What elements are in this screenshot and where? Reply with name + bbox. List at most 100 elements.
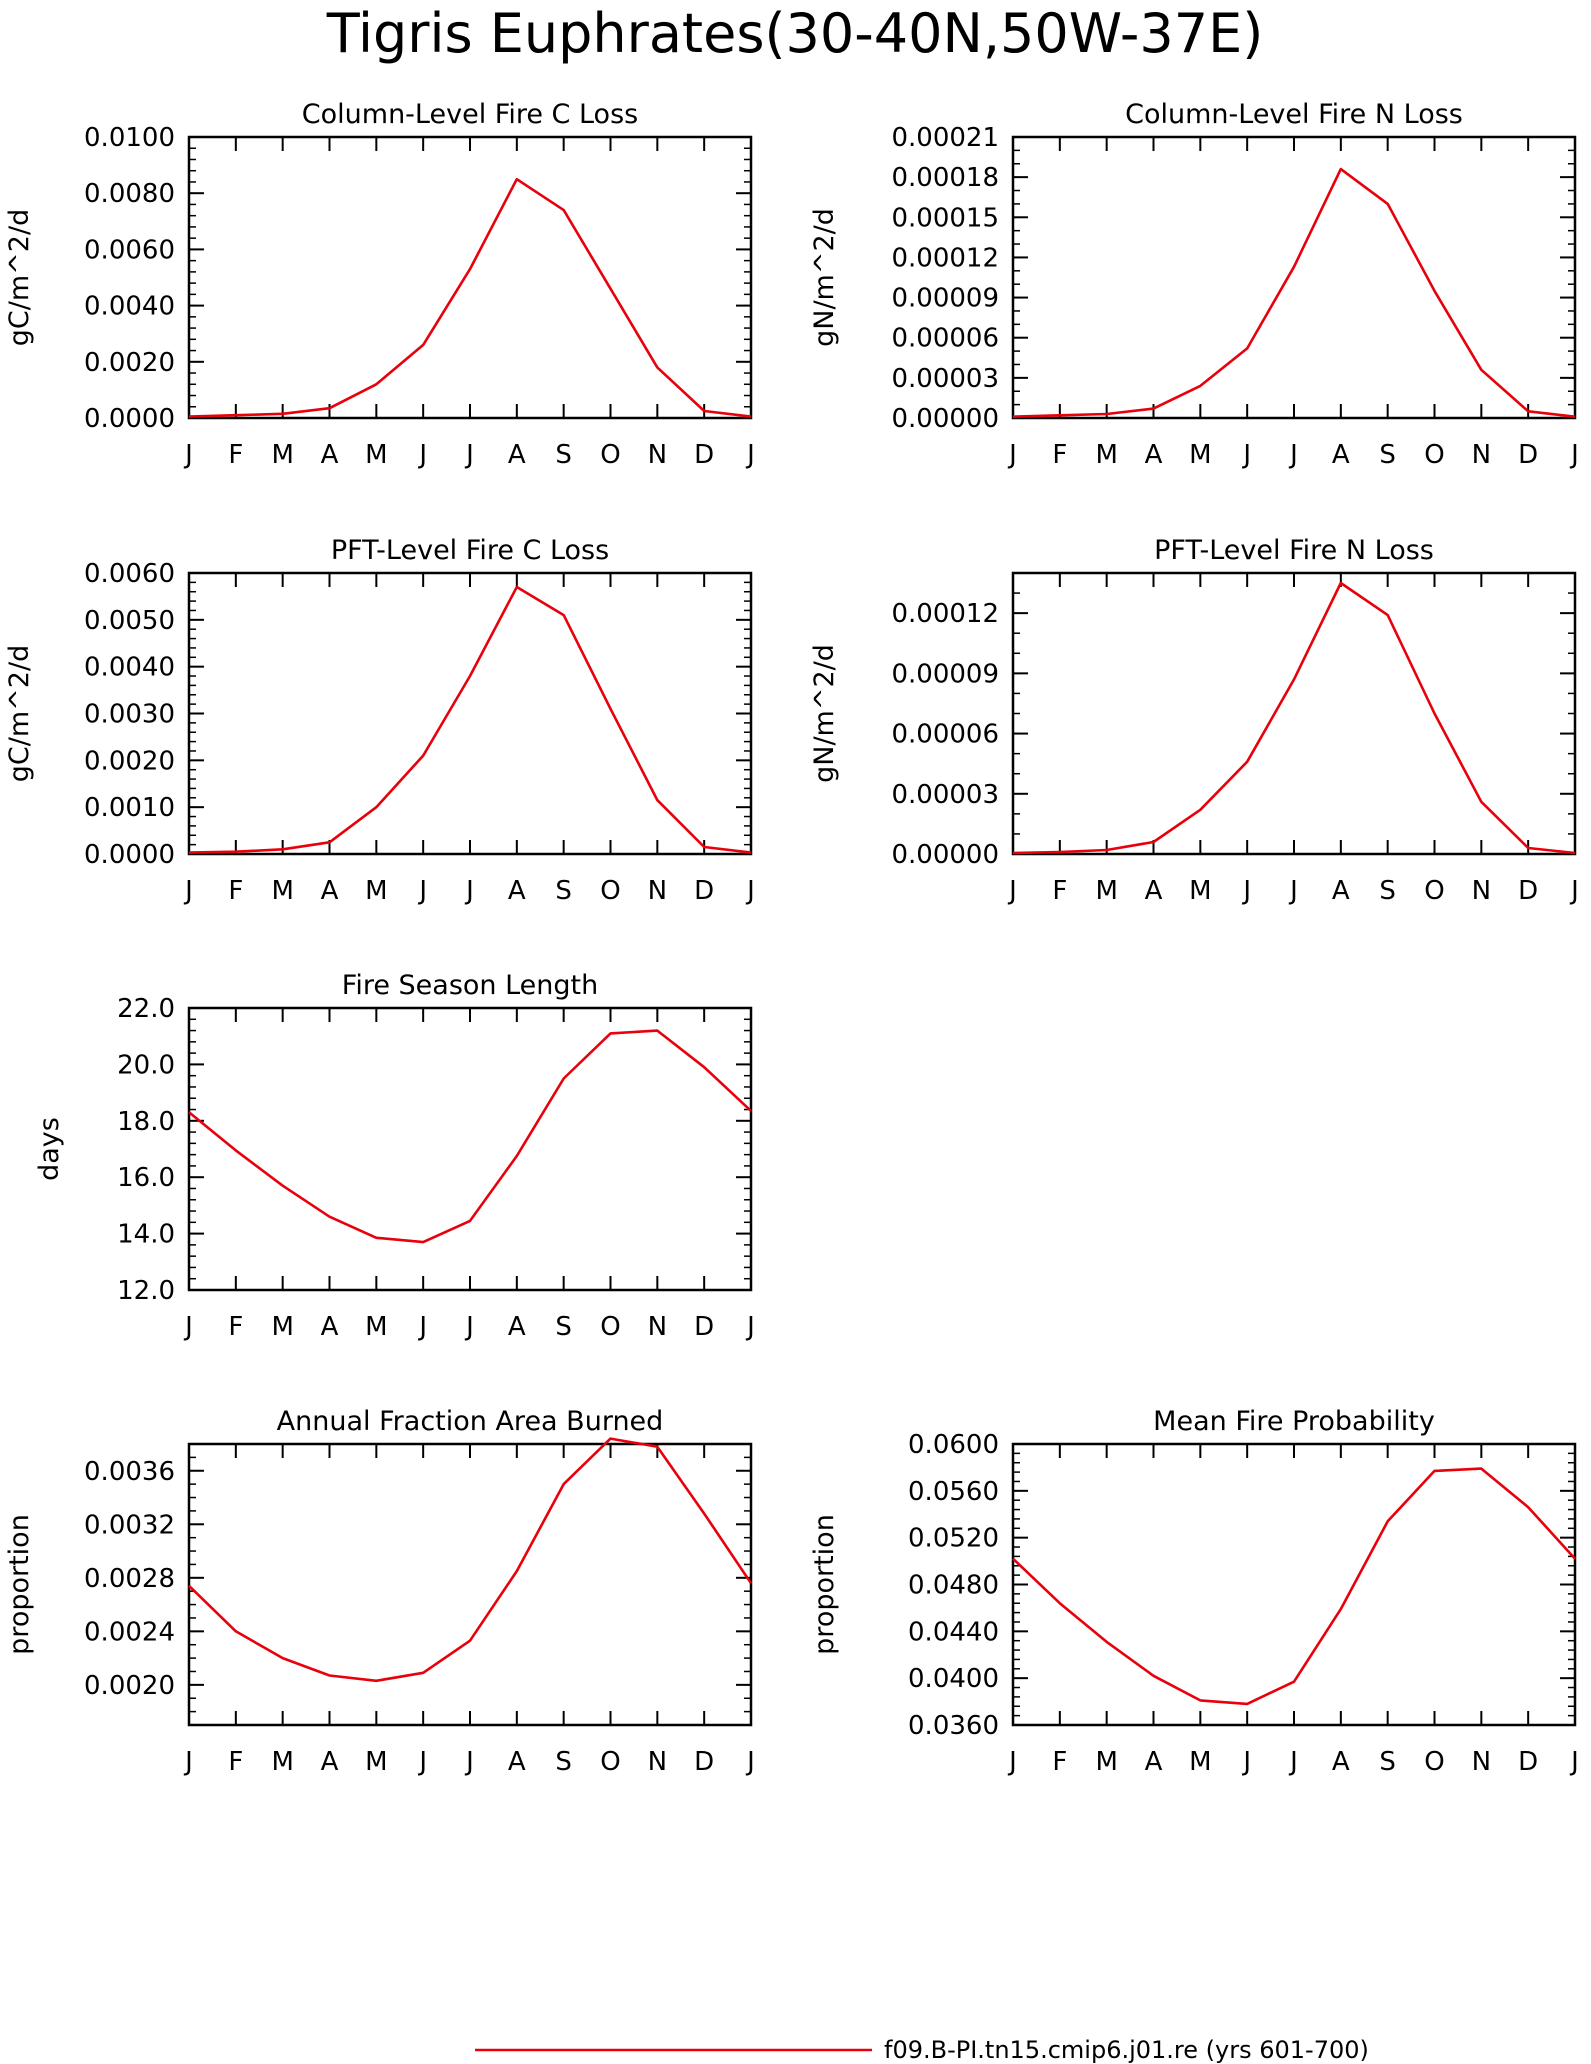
chart-panel-3: PFT-Level Fire C Loss 0.0000 0.0010 0.0020 0… [4, 535, 755, 906]
x-tick-label: M [365, 1312, 387, 1342]
y-tick-label: 0.0040 [84, 653, 175, 683]
y-tick-label: 0.0020 [84, 746, 175, 776]
panel-title: Column-Level Fire C Loss [302, 99, 638, 130]
x-tick-label: A [508, 1312, 526, 1342]
y-tick-label: 0.0600 [908, 1430, 999, 1460]
x-tick-label: J [464, 1747, 474, 1777]
x-tick-label: M [271, 1747, 293, 1777]
y-tick-label: 0.00012 [891, 599, 999, 629]
y-tick-label: 0.00018 [891, 163, 999, 193]
x-tick-label: O [600, 1312, 620, 1342]
y-tick-label: 0.00021 [891, 123, 999, 153]
panel-title: Annual Fraction Area Burned [277, 1406, 664, 1437]
y-minor-ticks [189, 1007, 751, 1291]
y-tick-label: 0.0028 [84, 1564, 175, 1594]
x-tick-label: A [508, 876, 526, 906]
x-tick-label: J [464, 1312, 474, 1342]
legend: f09.B-PI.tn15.cmip6.j01.re (yrs 601-700) [475, 2036, 1369, 2064]
x-tick-label: S [1379, 440, 1396, 470]
x-tick-label: M [365, 440, 387, 470]
series-line [188, 177, 752, 418]
y-axis-label: days [34, 1117, 65, 1181]
x-tick-label: N [1472, 1747, 1491, 1777]
x-tick-label: F [228, 876, 243, 906]
x-tick-label: J [745, 1747, 755, 1777]
x-tick-label: D [694, 1312, 714, 1342]
x-tick-label: J [1569, 1747, 1579, 1777]
x-tick-label: N [648, 1747, 667, 1777]
chart-panel-5: Fire Season Length 12.0 14.0 16.0 18.0 20.0 22… [34, 970, 755, 1342]
x-tick-label: J [183, 876, 193, 906]
x-tick-label: A [1332, 440, 1350, 470]
x-tick-label: D [1518, 440, 1538, 470]
x-tick-label: J [417, 876, 427, 906]
x-tick-label: D [694, 1747, 714, 1777]
x-tick-label: O [600, 440, 620, 470]
plot-frame [1011, 135, 1577, 420]
x-tick-label: S [555, 876, 572, 906]
x-tick-label: A [321, 1747, 339, 1777]
x-tick-label: A [321, 440, 339, 470]
x-tick-label: J [1241, 1747, 1251, 1777]
x-tick-label: N [1472, 440, 1491, 470]
x-tick-label: A [321, 876, 339, 906]
y-tick-label: 0.00003 [891, 364, 999, 394]
x-tick-label: J [183, 440, 193, 470]
x-tick-label: M [365, 876, 387, 906]
y-axis-label: gC/m^2/d [4, 209, 35, 346]
y-tick-label: 0.0000 [84, 404, 175, 434]
x-tick-label: F [1052, 1747, 1067, 1777]
x-tick-label: A [1145, 1747, 1163, 1777]
y-tick-label: 0.0010 [84, 793, 175, 823]
plot-frame [187, 571, 753, 856]
x-tick-label: M [271, 876, 293, 906]
panel-title: PFT-Level Fire N Loss [1154, 535, 1434, 566]
y-tick-label: 0.0032 [84, 1510, 175, 1540]
chart-panel-6: Annual Fraction Area Burned 0.0020 0.0024 0… [4, 1406, 755, 1777]
y-axis-label: proportion [4, 1514, 35, 1655]
plot-frame [1011, 1442, 1577, 1727]
y-tick-label: 0.0520 [908, 1524, 999, 1554]
y-tick-label: 0.0020 [84, 1671, 175, 1701]
x-tick-label: J [1241, 440, 1251, 470]
chart-panels: Column-Level Fire C Loss 0.0000 0.0020 0.00… [4, 99, 1579, 1777]
x-tick-label: O [1424, 440, 1444, 470]
chart-panel-2: Column-Level Fire N Loss 0.00000 0.00003 0.… [809, 99, 1579, 470]
figure-title: Tigris Euphrates(30-40N,50W-37E) [326, 2, 1264, 65]
x-tick-label: J [745, 1312, 755, 1342]
x-tick-label: S [555, 1312, 572, 1342]
panel-title: Fire Season Length [342, 970, 598, 1001]
series-line [188, 1437, 753, 1683]
y-tick-label: 0.0400 [908, 1664, 999, 1694]
x-tick-label: J [1288, 1747, 1298, 1777]
x-tick-label: M [1095, 440, 1117, 470]
x-tick-label: N [648, 440, 667, 470]
x-tick-label: J [183, 1312, 193, 1342]
y-tick-label: 20.0 [117, 1050, 175, 1080]
y-tick-label: 0.00012 [891, 243, 999, 273]
y-tick-label: 12.0 [117, 1276, 175, 1306]
y-axis-label: proportion [809, 1514, 840, 1655]
y-tick-label: 0.0000 [84, 840, 175, 870]
x-tick-label: J [1007, 876, 1017, 906]
x-tick-label: M [1095, 876, 1117, 906]
x-tick-label: J [417, 1747, 427, 1777]
x-tick-label: D [694, 440, 714, 470]
plot-frame [187, 1006, 753, 1292]
x-tick-label: F [1052, 876, 1067, 906]
panel-title: Mean Fire Probability [1153, 1406, 1435, 1437]
y-tick-label: 0.00003 [891, 780, 999, 810]
y-tick-label: 0.0080 [84, 179, 175, 209]
x-tick-label: A [1332, 1747, 1350, 1777]
x-tick-label: M [271, 440, 293, 470]
x-tick-label: A [321, 1312, 339, 1342]
y-tick-label: 0.0560 [908, 1477, 999, 1507]
x-tick-label: J [417, 1312, 427, 1342]
panel-title: Column-Level Fire N Loss [1125, 99, 1463, 130]
panel-title: PFT-Level Fire C Loss [331, 535, 609, 566]
x-tick-label: A [508, 440, 526, 470]
y-tick-label: 0.00000 [891, 840, 999, 870]
x-tick-label: J [745, 876, 755, 906]
x-tick-label: F [228, 1747, 243, 1777]
chart-panel-4: PFT-Level Fire N Loss 0.00000 0.00003 0.000… [809, 535, 1579, 906]
